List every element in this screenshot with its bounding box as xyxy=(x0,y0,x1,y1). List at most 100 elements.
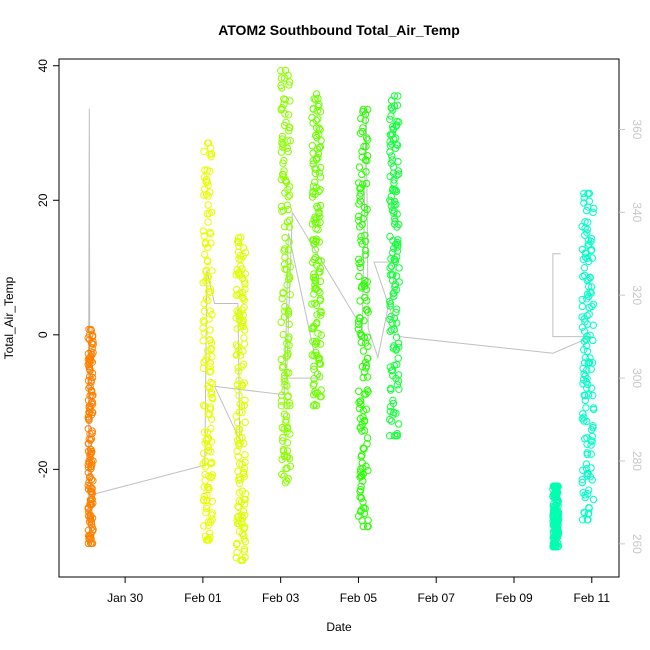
data-point xyxy=(84,425,93,433)
data-point xyxy=(363,440,371,448)
data-point xyxy=(313,311,321,319)
data-point xyxy=(589,391,597,400)
data-point xyxy=(280,371,289,379)
data-point xyxy=(89,337,97,346)
data-point xyxy=(233,266,242,274)
data-point xyxy=(206,368,214,376)
data-point xyxy=(89,408,97,417)
data-point xyxy=(200,428,209,436)
data-point xyxy=(235,408,244,416)
data-point xyxy=(551,493,559,501)
data-point xyxy=(587,426,596,434)
data-point xyxy=(235,476,243,484)
data-point xyxy=(204,201,212,209)
data-point xyxy=(284,111,293,119)
data-point xyxy=(393,305,401,313)
data-point xyxy=(86,473,94,481)
data-point xyxy=(588,254,597,262)
data-point xyxy=(390,186,398,194)
data-point xyxy=(286,274,294,282)
data-point xyxy=(205,209,213,218)
y2-tick-label: 360 xyxy=(630,119,644,139)
data-point xyxy=(283,137,292,145)
data-point xyxy=(313,261,321,269)
data-point xyxy=(312,235,321,244)
data-point xyxy=(583,312,591,320)
data-point xyxy=(389,399,398,408)
data-point xyxy=(359,444,367,452)
data-point xyxy=(309,189,317,197)
data-point xyxy=(362,390,370,398)
data-point xyxy=(204,192,212,200)
data-point xyxy=(282,118,290,127)
data-point xyxy=(578,415,587,423)
data-point xyxy=(207,239,215,247)
data-point xyxy=(361,368,369,376)
data-point xyxy=(84,376,93,385)
data-point xyxy=(200,173,209,181)
data-point xyxy=(360,426,369,435)
data-point xyxy=(240,401,249,410)
data-point xyxy=(235,242,243,251)
data-point xyxy=(359,522,367,531)
x-tick-label: Feb 07 xyxy=(418,591,456,605)
data-point xyxy=(390,179,398,187)
data-point xyxy=(589,404,598,412)
data-point xyxy=(233,513,242,521)
data-point xyxy=(234,343,242,351)
data-point xyxy=(358,282,366,290)
data-point xyxy=(278,294,286,303)
data-point xyxy=(85,508,93,516)
data-point xyxy=(234,453,242,461)
data-point xyxy=(281,234,289,242)
data-point xyxy=(395,343,403,351)
data-point xyxy=(87,512,95,520)
data-point xyxy=(389,169,398,177)
data-point xyxy=(84,413,93,421)
data-point xyxy=(589,422,597,430)
data-point xyxy=(551,506,560,515)
data-point xyxy=(88,400,97,408)
data-point xyxy=(390,292,398,300)
data-point xyxy=(580,413,588,421)
data-point xyxy=(240,495,248,504)
data-point xyxy=(588,437,596,445)
data-point xyxy=(238,265,246,273)
data-point xyxy=(311,285,319,293)
data-point xyxy=(388,140,396,148)
data-point xyxy=(283,401,291,410)
data-point xyxy=(364,105,372,114)
data-point xyxy=(235,425,243,434)
data-point xyxy=(206,228,214,237)
data-point xyxy=(316,340,325,348)
data-point xyxy=(278,470,286,479)
x-tick-label: Feb 03 xyxy=(262,591,300,605)
data-point xyxy=(283,424,292,433)
data-point xyxy=(207,424,215,433)
data-point xyxy=(233,350,241,359)
data-point xyxy=(278,132,287,141)
data-point xyxy=(363,156,371,165)
data-point xyxy=(580,199,588,207)
data-point xyxy=(355,212,363,221)
data-point xyxy=(587,384,596,392)
data-point xyxy=(237,233,245,242)
data-point xyxy=(203,257,212,265)
data-point xyxy=(386,148,394,156)
data-point xyxy=(87,376,96,384)
data-point xyxy=(359,477,367,485)
data-point xyxy=(312,154,321,163)
data-point xyxy=(199,324,207,332)
data-point xyxy=(581,371,589,380)
data-point xyxy=(282,177,290,185)
data-point xyxy=(358,420,366,428)
data-point xyxy=(552,543,560,551)
data-point xyxy=(311,253,320,262)
data-point xyxy=(312,401,321,410)
data-point xyxy=(207,230,215,238)
data-point xyxy=(206,326,214,334)
data-point xyxy=(85,384,93,392)
data-point xyxy=(284,392,292,400)
chart-title: ATOM2 Southbound Total_Air_Temp xyxy=(218,22,460,38)
